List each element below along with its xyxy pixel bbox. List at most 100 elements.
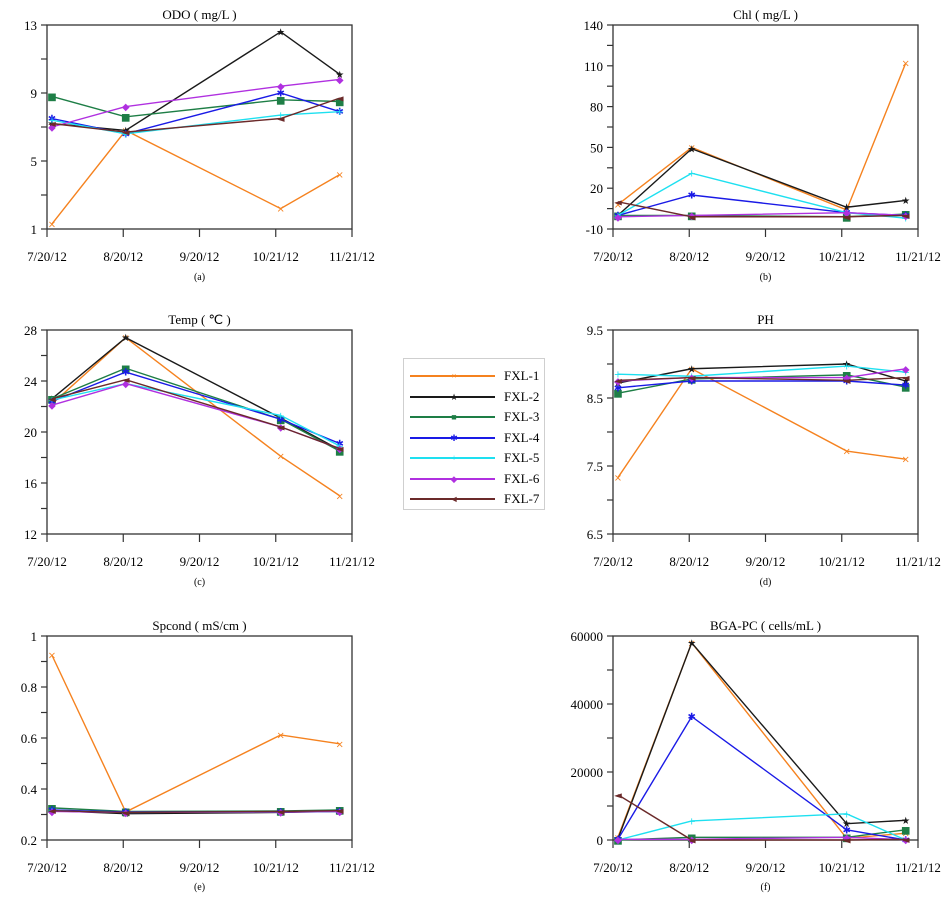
- chart-d: PH 6.5 7.5 8.5 9.5 7/20/12 8/20/12 9/20/12 10/21…: [587, 312, 941, 588]
- y-tick-label: 0.4: [21, 782, 38, 797]
- data-point: ◄: [614, 790, 622, 801]
- series-line-fxl-5: [617, 365, 906, 377]
- data-point: ◆: [843, 373, 851, 384]
- data-point: ★: [335, 807, 344, 818]
- series-line-fxl-7: [51, 378, 340, 450]
- x-tick-label: 9/20/12: [180, 554, 220, 569]
- y-tick-label: 20: [24, 425, 37, 440]
- data-point: +: [276, 111, 284, 122]
- x-tick-label: 8/20/12: [103, 249, 143, 264]
- series-line-fxl-1: [617, 62, 907, 211]
- data-point: +: [336, 442, 344, 453]
- legend-label: FXL-1: [504, 368, 540, 383]
- data-point: +: [336, 107, 344, 118]
- x-tick-label: 10/21/12: [253, 860, 299, 875]
- data-point: ■: [687, 833, 696, 844]
- data-point: ■: [842, 370, 851, 381]
- data-point: ◆: [277, 807, 285, 818]
- chart-f: BGA-PC ( cells/mL ) 0 20000 40000 60000 7/20/…: [571, 618, 941, 893]
- legend-entry: ◆ FXL-6: [404, 469, 544, 489]
- chart-title: BGA-PC ( cells/mL ): [710, 618, 821, 633]
- legend-line: [410, 416, 495, 418]
- x-tick-label: 9/20/12: [180, 249, 220, 264]
- data-point: ◆: [614, 835, 622, 846]
- legend-marker-icon: ■: [451, 412, 457, 422]
- data-point: +: [614, 836, 622, 847]
- series-line-fxl-7: [617, 376, 906, 382]
- data-point: ★: [842, 203, 851, 214]
- panel-label: (e): [194, 882, 205, 893]
- panel-label: (d): [760, 577, 772, 588]
- data-point: ◄: [336, 806, 344, 817]
- series-line-fxl-3: [51, 367, 341, 452]
- series-line-fxl-1: [617, 367, 906, 478]
- data-point: ✱: [336, 807, 344, 818]
- data-point: ■: [276, 95, 285, 106]
- chart-title: Spcond ( mS/cm ): [152, 618, 246, 633]
- y-tick-label: 140: [584, 18, 604, 33]
- chart-e: Spcond ( mS/cm ) 0.2 0.4 0.6 0.8 1 7/20/12 8/20…: [21, 618, 375, 893]
- data-point: ◄: [277, 807, 285, 818]
- data-point: ✱: [122, 368, 130, 379]
- data-point: +: [276, 411, 284, 422]
- data-point: ◄: [902, 211, 910, 222]
- data-point: ◆: [902, 364, 910, 375]
- x-tick-label: 9/20/12: [746, 249, 786, 264]
- data-point: ★: [276, 808, 285, 819]
- data-point: ◆: [122, 379, 130, 390]
- data-point: ★: [687, 364, 696, 375]
- plot-frame: [612, 329, 919, 535]
- data-point: ★: [613, 379, 622, 390]
- data-point: ✱: [614, 383, 622, 394]
- data-point: ◆: [614, 377, 622, 388]
- series-line-fxl-6: [617, 211, 906, 218]
- data-point: ◆: [122, 808, 130, 819]
- data-point: ◄: [336, 444, 344, 455]
- y-tick-label: 0.8: [21, 680, 37, 695]
- series-line-fxl-5: [51, 111, 340, 135]
- legend-label: FXL-4: [504, 429, 540, 445]
- data-point: ★: [276, 27, 285, 38]
- data-point: ◆: [277, 82, 285, 93]
- data-point: +: [842, 362, 850, 373]
- series-line-fxl-4: [617, 715, 906, 841]
- legend-entry: ◄ FXL-7: [404, 489, 544, 509]
- legend-marker-icon: ◆: [450, 473, 458, 484]
- data-point: ✱: [276, 89, 284, 100]
- data-point: ■: [613, 836, 622, 847]
- series-line-fxl-1: [51, 654, 340, 813]
- data-point: ✱: [122, 129, 130, 140]
- data-point: ×: [688, 364, 696, 375]
- series-line-fxl-7: [51, 809, 340, 814]
- legend-entry: ✱ FXL-4: [404, 428, 544, 448]
- series-line-fxl-5: [51, 382, 341, 447]
- data-point: ✱: [688, 191, 696, 202]
- data-point: ■: [901, 383, 910, 394]
- y-tick-label: 8.5: [587, 391, 603, 406]
- x-tick-label: 8/20/12: [669, 860, 709, 875]
- data-point: ✱: [336, 439, 344, 450]
- data-point: ✱: [902, 211, 910, 222]
- data-point: ×: [336, 739, 344, 750]
- x-tick-label: 10/21/12: [253, 554, 299, 569]
- legend-label: FXL-7: [504, 491, 540, 506]
- data-point: ■: [842, 212, 851, 223]
- y-tick-label: 0.6: [21, 731, 38, 746]
- legend-label: FXL-3: [504, 409, 540, 424]
- data-point: ◄: [48, 394, 56, 405]
- series-line-fxl-1: [617, 641, 906, 840]
- panel-label: (f): [761, 882, 771, 893]
- y-tick-label: 0: [597, 833, 604, 848]
- data-point: ■: [335, 447, 344, 458]
- x-tick-label: 10/21/12: [253, 249, 299, 264]
- chart-title: Chl ( mg/L ): [733, 7, 798, 22]
- legend-marker-icon: ◄: [449, 494, 459, 504]
- data-point: ×: [902, 59, 910, 70]
- legend-line: [410, 498, 495, 500]
- data-point: ✱: [48, 114, 56, 125]
- data-point: ✱: [688, 377, 696, 388]
- chart-title: Temp ( ℃ ): [168, 312, 230, 327]
- x-tick-label: 11/21/12: [895, 554, 941, 569]
- series-line-fxl-7: [617, 794, 906, 841]
- data-point: ◆: [48, 123, 56, 134]
